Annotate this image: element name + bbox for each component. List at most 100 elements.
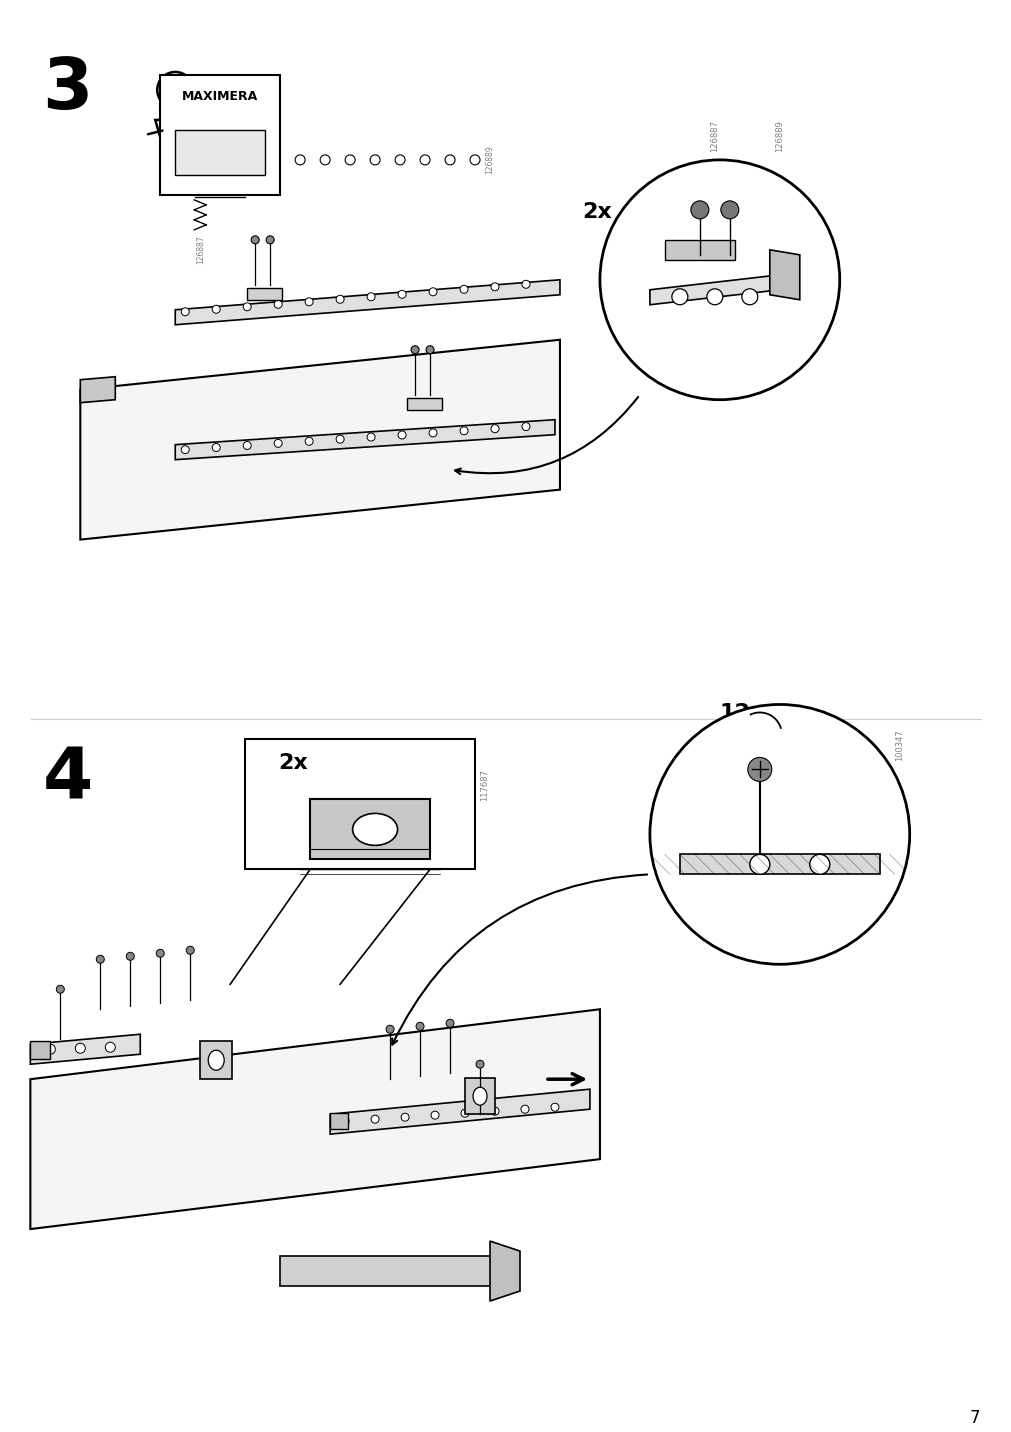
- Polygon shape: [175, 420, 554, 460]
- Text: 117687: 117687: [480, 769, 489, 802]
- Polygon shape: [489, 1242, 520, 1302]
- Text: 100347: 100347: [895, 729, 903, 762]
- Text: 126889: 126889: [774, 120, 784, 152]
- Circle shape: [345, 155, 355, 165]
- Circle shape: [600, 160, 839, 400]
- Ellipse shape: [352, 813, 397, 845]
- Polygon shape: [80, 339, 559, 540]
- FancyBboxPatch shape: [330, 1113, 348, 1130]
- Text: 7: 7: [969, 1409, 979, 1426]
- Circle shape: [96, 955, 104, 964]
- Text: 12x: 12x: [719, 703, 764, 723]
- Circle shape: [394, 155, 404, 165]
- Circle shape: [367, 432, 375, 441]
- Circle shape: [266, 236, 274, 243]
- Circle shape: [57, 985, 65, 994]
- Circle shape: [410, 345, 419, 354]
- Circle shape: [429, 288, 437, 296]
- FancyBboxPatch shape: [160, 74, 280, 195]
- Circle shape: [181, 445, 189, 454]
- Text: 126889: 126889: [485, 145, 494, 173]
- Circle shape: [126, 952, 134, 961]
- Polygon shape: [30, 1010, 600, 1229]
- Circle shape: [295, 155, 305, 165]
- Circle shape: [720, 200, 738, 219]
- Circle shape: [243, 302, 251, 311]
- Ellipse shape: [208, 1050, 224, 1070]
- Circle shape: [212, 305, 220, 314]
- Polygon shape: [175, 279, 559, 325]
- Text: 3: 3: [42, 54, 93, 125]
- Circle shape: [522, 281, 530, 288]
- Circle shape: [475, 1060, 483, 1068]
- Circle shape: [749, 855, 769, 875]
- Circle shape: [469, 155, 479, 165]
- Circle shape: [490, 425, 498, 432]
- Circle shape: [741, 289, 757, 305]
- Circle shape: [691, 200, 708, 219]
- Circle shape: [367, 292, 375, 301]
- Text: 2x: 2x: [278, 753, 307, 773]
- Circle shape: [461, 1110, 468, 1117]
- Circle shape: [460, 427, 467, 435]
- Text: 2x: 2x: [581, 202, 611, 222]
- Circle shape: [429, 428, 437, 437]
- Polygon shape: [330, 1090, 589, 1134]
- Circle shape: [305, 298, 312, 306]
- FancyBboxPatch shape: [175, 130, 265, 175]
- Circle shape: [341, 1117, 349, 1126]
- FancyBboxPatch shape: [30, 1041, 51, 1060]
- FancyBboxPatch shape: [245, 739, 474, 869]
- Circle shape: [305, 437, 312, 445]
- Circle shape: [370, 155, 380, 165]
- Text: MAXIMERA: MAXIMERA: [182, 90, 258, 103]
- Circle shape: [649, 705, 909, 964]
- Circle shape: [460, 285, 467, 294]
- Circle shape: [420, 155, 430, 165]
- Ellipse shape: [472, 1087, 486, 1106]
- Circle shape: [243, 441, 251, 450]
- Circle shape: [397, 431, 405, 440]
- Circle shape: [671, 289, 687, 305]
- Text: 126887: 126887: [710, 120, 719, 152]
- FancyBboxPatch shape: [465, 1078, 494, 1114]
- Circle shape: [706, 289, 722, 305]
- Circle shape: [186, 947, 194, 954]
- Circle shape: [105, 1042, 115, 1053]
- Polygon shape: [649, 275, 779, 305]
- Circle shape: [446, 1020, 454, 1027]
- Circle shape: [445, 155, 455, 165]
- Text: 126887: 126887: [195, 235, 204, 263]
- FancyBboxPatch shape: [406, 398, 442, 410]
- Circle shape: [181, 308, 189, 316]
- Circle shape: [400, 1113, 408, 1121]
- Text: 4: 4: [42, 745, 93, 813]
- Circle shape: [490, 1107, 498, 1116]
- Polygon shape: [30, 1034, 141, 1064]
- FancyBboxPatch shape: [200, 1041, 232, 1080]
- Circle shape: [397, 291, 405, 298]
- Circle shape: [386, 1025, 393, 1034]
- Circle shape: [212, 444, 220, 451]
- Circle shape: [490, 282, 498, 291]
- Circle shape: [274, 440, 282, 447]
- Circle shape: [75, 1044, 85, 1053]
- FancyBboxPatch shape: [664, 239, 734, 259]
- Polygon shape: [679, 855, 879, 875]
- Circle shape: [336, 435, 344, 442]
- Circle shape: [550, 1103, 558, 1111]
- Polygon shape: [280, 1256, 499, 1286]
- Polygon shape: [80, 377, 115, 402]
- Circle shape: [45, 1044, 56, 1054]
- Circle shape: [274, 301, 282, 308]
- Circle shape: [156, 949, 164, 957]
- Polygon shape: [309, 799, 430, 859]
- Circle shape: [521, 1106, 529, 1113]
- Circle shape: [416, 1022, 424, 1030]
- Circle shape: [431, 1111, 439, 1120]
- FancyBboxPatch shape: [247, 288, 282, 299]
- Circle shape: [522, 422, 530, 431]
- Circle shape: [336, 295, 344, 304]
- Circle shape: [319, 155, 330, 165]
- Circle shape: [371, 1116, 379, 1123]
